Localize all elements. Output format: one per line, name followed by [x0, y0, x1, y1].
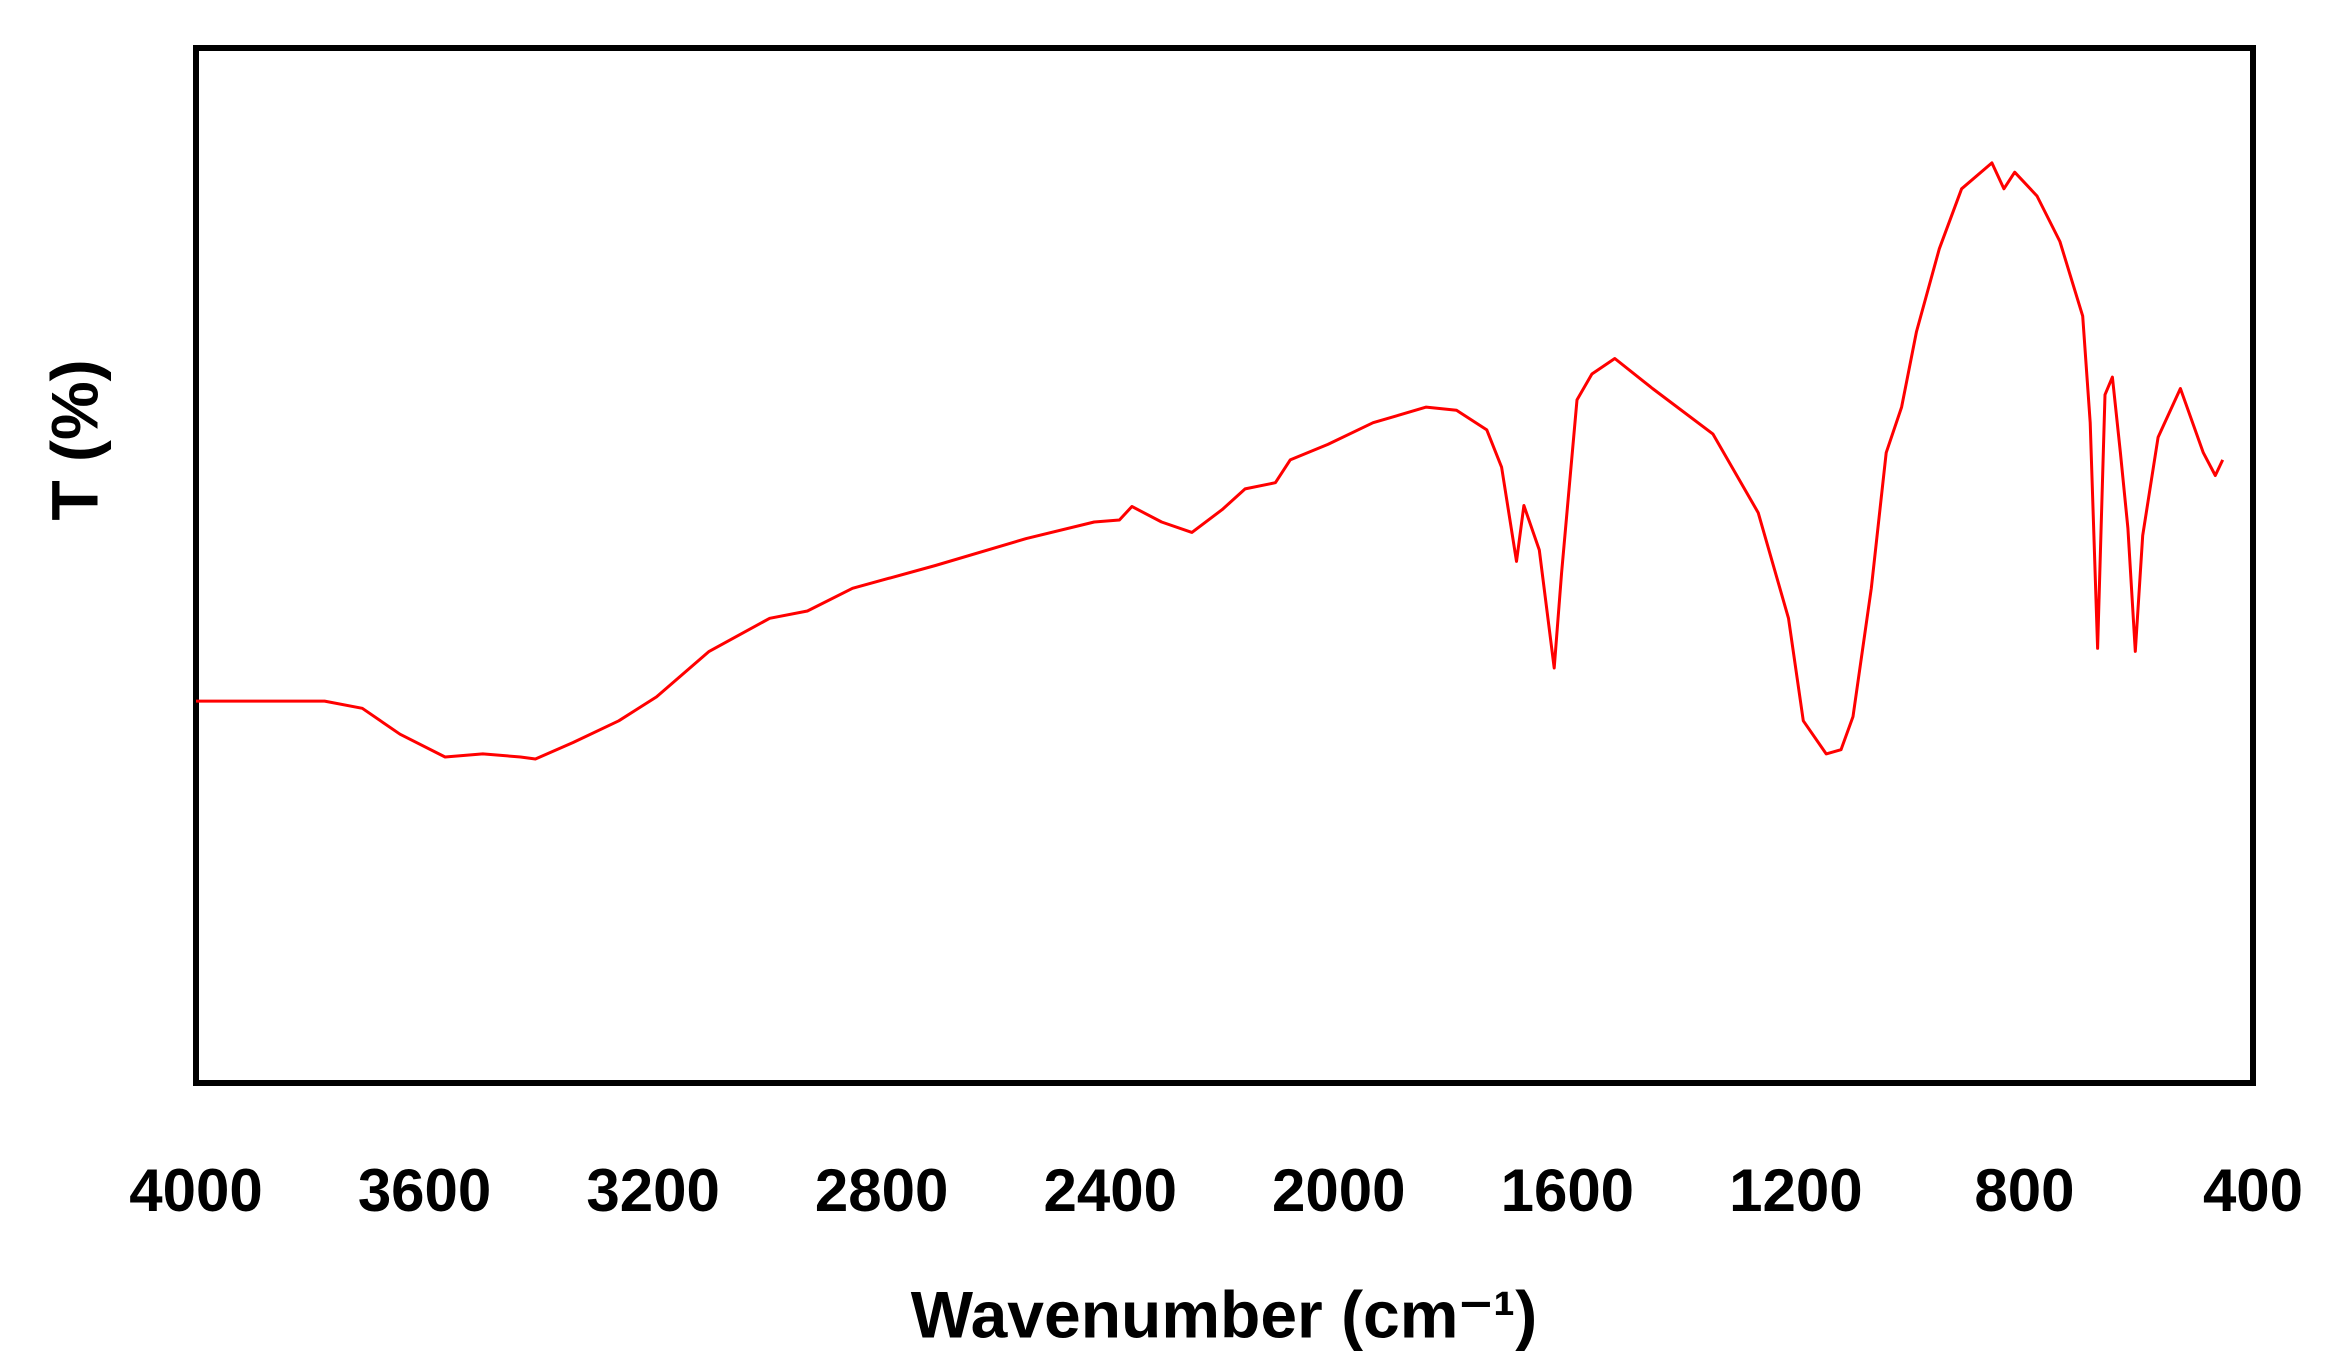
- x-tick-label: 2800: [815, 1157, 948, 1224]
- x-axis-label: Wavenumber (cm⁻¹): [911, 1277, 1537, 1351]
- x-tick-label: 2400: [1043, 1157, 1176, 1224]
- x-tick-label: 1600: [1501, 1157, 1634, 1224]
- x-tick-label: 3600: [358, 1157, 491, 1224]
- x-tick-label: 4000: [129, 1157, 262, 1224]
- x-tick-label: 2000: [1272, 1157, 1405, 1224]
- y-axis-label: T (%): [37, 359, 111, 520]
- x-tick-label: 400: [2203, 1157, 2303, 1224]
- x-tick-label: 800: [1974, 1157, 2074, 1224]
- plot-frame: [193, 45, 2256, 1086]
- x-tick-label: 1200: [1729, 1157, 1862, 1224]
- x-tick-label: 3200: [586, 1157, 719, 1224]
- spectrum-line: [196, 161, 2225, 761]
